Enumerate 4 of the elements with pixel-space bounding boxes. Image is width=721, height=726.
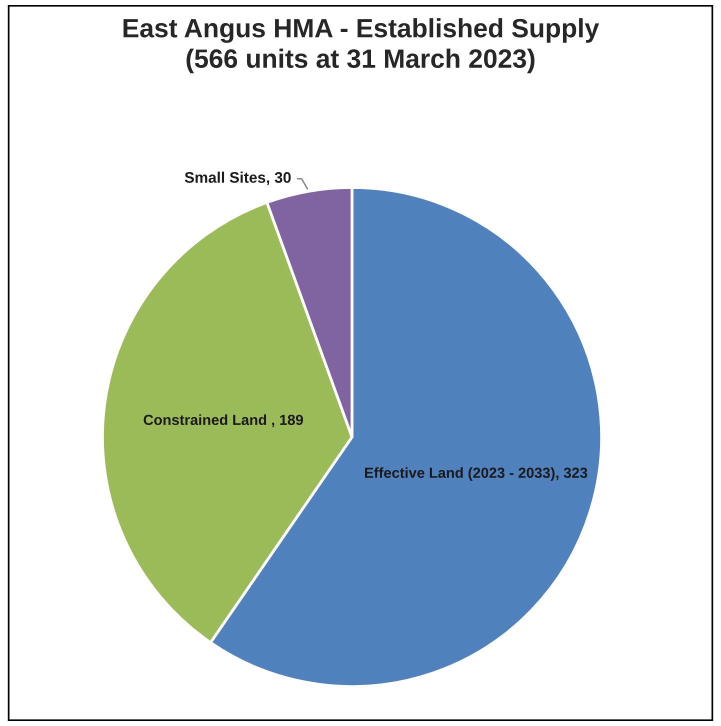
- slice-label: Effective Land (2023 - 2033), 323: [365, 467, 588, 481]
- slice-label: Small Sites, 30: [184, 172, 291, 186]
- chart-title: East Angus HMA - Established Supply (566 units at 31 March 2023): [124, 18, 600, 74]
- slice-label: Constrained Land , 189: [144, 414, 303, 428]
